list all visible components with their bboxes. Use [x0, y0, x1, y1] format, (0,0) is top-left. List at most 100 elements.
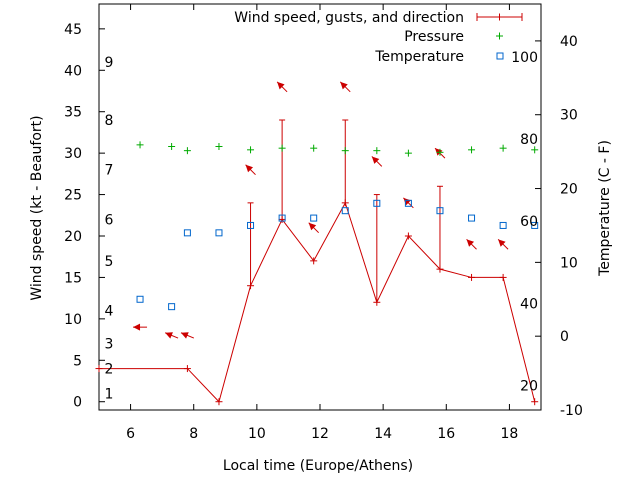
- wind-direction-arrow: [164, 332, 179, 339]
- temperature-point: [215, 229, 223, 237]
- pressure-point: [278, 144, 286, 152]
- pressure-point: [531, 146, 539, 154]
- x-tick-label: 8: [189, 426, 198, 442]
- arrow-head: [308, 222, 317, 231]
- temperature-point: [436, 207, 444, 215]
- y-tick-label: 20: [64, 229, 82, 245]
- temperature-point: [168, 303, 176, 311]
- wind-direction-arrow: [339, 81, 351, 93]
- wind-direction-arrow: [497, 238, 509, 250]
- wind-point: [341, 199, 349, 207]
- wind-point: [436, 265, 444, 273]
- fahrenheit-label: 100: [511, 50, 538, 66]
- legend-entry-pressure: Pressure: [404, 29, 464, 45]
- temperature-point: [404, 199, 412, 207]
- temperature-point: [136, 295, 144, 303]
- arrow-head: [165, 332, 173, 339]
- pressure-point: [373, 147, 381, 155]
- pressure-point: [468, 146, 476, 154]
- y2-tick-label: 0: [560, 329, 569, 345]
- y-tick-label: 35: [64, 105, 82, 121]
- temperature-point: [468, 214, 476, 222]
- plot-frame: [98, 3, 542, 411]
- x-tick-label: 10: [248, 426, 266, 442]
- y-tick-label: 0: [73, 395, 82, 411]
- x-axis-label: Local time (Europe/Athens): [223, 458, 413, 474]
- pressure-point: [499, 144, 507, 152]
- wind-point: [278, 215, 286, 223]
- series-layer: [95, 81, 539, 406]
- temperature-point: [183, 229, 191, 237]
- pressure-point: [215, 143, 223, 151]
- legend-entry-wind: Wind speed, gusts, and direction: [234, 10, 464, 26]
- pressure-point: [310, 144, 318, 152]
- beaufort-label: 5: [105, 254, 114, 270]
- x-tick-label: 18: [501, 426, 519, 442]
- temperature-point: [341, 207, 349, 215]
- y2-tick-label: 20: [560, 182, 578, 198]
- y-tick-label: 45: [64, 22, 82, 38]
- y2-tick-label: 30: [560, 108, 578, 124]
- y-tick-label: 5: [73, 353, 82, 369]
- x-tick-label: 14: [374, 426, 392, 442]
- arrow-head: [245, 164, 254, 173]
- pressure-point: [247, 146, 255, 154]
- wind-point: [373, 298, 381, 306]
- tick-layer: 6 8 10 12 14 16 18051015202530354045-100102030…: [64, 4, 583, 442]
- wind-point: [468, 273, 476, 281]
- beaufort-label: 2: [105, 362, 114, 378]
- y-axis-label: Wind speed (kt - Beaufort): [29, 115, 45, 300]
- pressure-point: [136, 141, 144, 149]
- y-tick-label: 10: [64, 312, 82, 328]
- arrow-head: [466, 239, 475, 247]
- y2-tick-label: 10: [560, 255, 578, 271]
- x-tick-label: 6: [126, 426, 135, 442]
- beaufort-label: 4: [105, 304, 114, 320]
- legend-entry-temperature: Temperature: [374, 49, 464, 65]
- y-tick-label: 30: [64, 146, 82, 162]
- wind-point: [183, 365, 191, 373]
- pressure-point: [436, 148, 444, 156]
- beaufort-label: 6: [105, 212, 114, 228]
- wind-direction-arrow: [371, 156, 383, 167]
- fahrenheit-label: 40: [520, 297, 538, 313]
- y-tick-label: 25: [64, 188, 82, 204]
- arrow-head: [277, 81, 285, 90]
- beaufort-label: 7: [105, 163, 114, 179]
- wind-point: [247, 282, 255, 290]
- wind-point: [310, 257, 318, 265]
- temperature-point: [373, 199, 381, 207]
- beaufort-label: 9: [105, 55, 114, 71]
- wind-point: [215, 398, 223, 406]
- wind-direction-arrow: [466, 238, 477, 250]
- pressure-point: [183, 147, 191, 155]
- wind-point: [404, 232, 412, 240]
- beaufort-label: 3: [105, 337, 114, 353]
- arrow-head: [498, 239, 506, 247]
- pressure-point: [168, 143, 176, 151]
- fahrenheit-label: 60: [520, 214, 538, 230]
- y2-tick-label: -10: [560, 403, 583, 419]
- y-tick-label: 15: [64, 270, 82, 286]
- arrow-head: [133, 323, 141, 331]
- y2-axis-label: Temperature (C - F): [597, 140, 613, 277]
- temperature-point: [531, 221, 539, 229]
- pressure-point: [404, 149, 412, 157]
- legend: Wind speed, gusts, and direction Pressur…: [234, 10, 523, 65]
- pressure-point: [341, 147, 349, 155]
- arrow-head: [180, 332, 189, 339]
- x-tick-label: 16: [437, 426, 455, 442]
- plot-border: [98, 3, 542, 411]
- fahrenheit-label: 80: [520, 132, 538, 148]
- wind-direction-arrow: [133, 323, 148, 331]
- y2-tick-label: 40: [560, 34, 578, 50]
- temperature-point: [310, 214, 318, 222]
- arrow-head: [371, 156, 380, 164]
- temperature-point: [278, 214, 286, 222]
- arrow-head: [340, 81, 348, 90]
- wind-point: [499, 273, 507, 281]
- wind-direction-arrow: [276, 81, 288, 93]
- beaufort-label: 1: [105, 386, 114, 402]
- temperature-point: [247, 221, 255, 229]
